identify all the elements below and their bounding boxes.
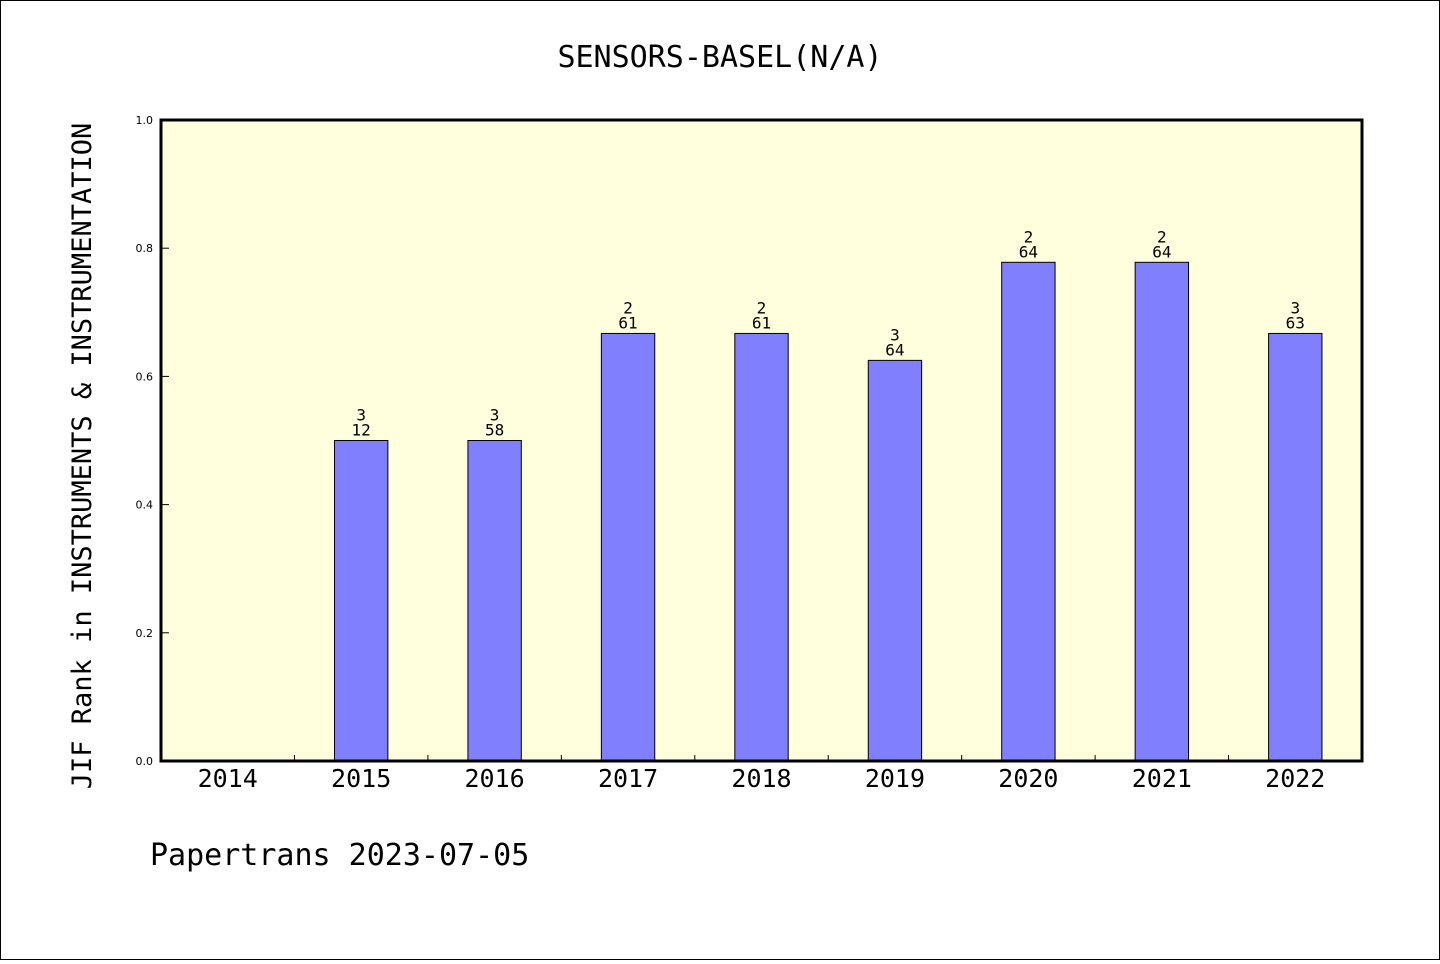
bar-label-rank-2022: 3 xyxy=(1290,298,1300,317)
y-tick-label-1.0: 1.0 xyxy=(136,114,154,127)
bar-label-rank-2021: 2 xyxy=(1157,227,1167,246)
chart-title: SENSORS-BASEL(N/A) xyxy=(557,40,882,75)
x-tick-label-2017: 2017 xyxy=(598,764,658,793)
bar-2016 xyxy=(467,440,522,762)
y-tick-label-0.8: 0.8 xyxy=(136,242,154,255)
y-tick-label-0.4: 0.4 xyxy=(136,499,154,512)
x-tick-label-2016: 2016 xyxy=(465,764,525,793)
bar-label-rank-2020: 2 xyxy=(1024,227,1034,246)
bar-2020 xyxy=(1001,261,1056,762)
y-tick-label-0.2: 0.2 xyxy=(136,627,154,640)
bar-label-total-2019: 64 xyxy=(885,340,904,359)
bar-label-rank-2019: 3 xyxy=(890,325,900,344)
bar-label-total-2015: 12 xyxy=(352,421,371,440)
x-tick-label-2015: 2015 xyxy=(331,764,391,793)
footer-text: Papertrans 2023-07-05 xyxy=(150,838,529,873)
y-tick-label-0.6: 0.6 xyxy=(136,370,154,383)
x-tick-label-2018: 2018 xyxy=(731,764,791,793)
bar-label-total-2020: 64 xyxy=(1019,242,1038,261)
x-tick-label-2014: 2014 xyxy=(198,764,258,793)
bar-label-total-2016: 58 xyxy=(485,421,504,440)
bar-2021 xyxy=(1134,261,1190,762)
bar-2015 xyxy=(333,440,389,762)
bar-2017 xyxy=(600,332,656,762)
y-tick-label-0.0: 0.0 xyxy=(136,755,154,768)
bar-2019 xyxy=(867,359,923,762)
bar-label-total-2017: 61 xyxy=(618,313,637,332)
bar-label-rank-2016: 3 xyxy=(490,406,500,425)
x-tick-label-2019: 2019 xyxy=(865,764,925,793)
x-tick-label-2020: 2020 xyxy=(998,764,1058,793)
bar-label-total-2022: 63 xyxy=(1286,313,1305,332)
bar-2018 xyxy=(734,332,789,762)
bar-label-rank-2015: 3 xyxy=(356,406,366,425)
bar-label-rank-2018: 2 xyxy=(757,298,767,317)
y-axis-label: JIF Rank in INSTRUMENTS & INSTRUMENTATIO… xyxy=(67,123,98,789)
plot-border xyxy=(159,118,1364,763)
x-tick-label-2021: 2021 xyxy=(1132,764,1192,793)
bar-label-total-2021: 64 xyxy=(1152,242,1171,261)
x-tick-label-2022: 2022 xyxy=(1265,764,1325,793)
bar-label-total-2018: 61 xyxy=(752,313,771,332)
bar-2022 xyxy=(1268,332,1323,762)
bar-label-rank-2017: 2 xyxy=(623,298,633,317)
